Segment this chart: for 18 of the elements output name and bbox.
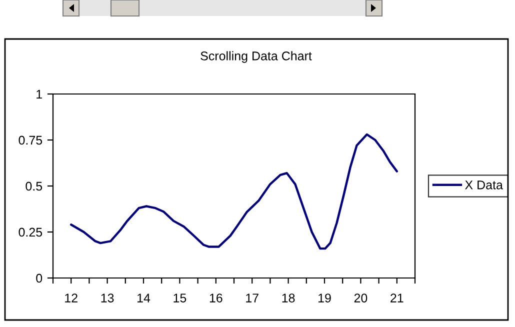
x-tick-label: 21 <box>390 294 404 302</box>
legend-label: X Data <box>465 180 503 190</box>
line-series <box>70 133 398 250</box>
x-tick-label: 13 <box>101 294 114 302</box>
x-tick-label: 14 <box>138 294 150 302</box>
x-tick-label: 12 <box>65 294 78 302</box>
x-tick-label: 17 <box>246 294 258 302</box>
x-tick-label: 20 <box>354 294 368 302</box>
y-tick-label: 0.5 <box>26 182 42 191</box>
x-tick-label: 16 <box>210 294 222 302</box>
y-tick-label: 0.75 <box>18 136 42 145</box>
y-tick-label: 0.25 <box>18 228 42 237</box>
y-tick-label: 0 <box>36 274 42 283</box>
x-tick-label: 15 <box>174 294 186 302</box>
x-tick-label: 19 <box>318 294 331 302</box>
chart-title: Scrolling Data Chart <box>200 51 312 63</box>
x-tick-label: 18 <box>282 294 295 302</box>
y-tick-label: 1 <box>36 90 42 99</box>
